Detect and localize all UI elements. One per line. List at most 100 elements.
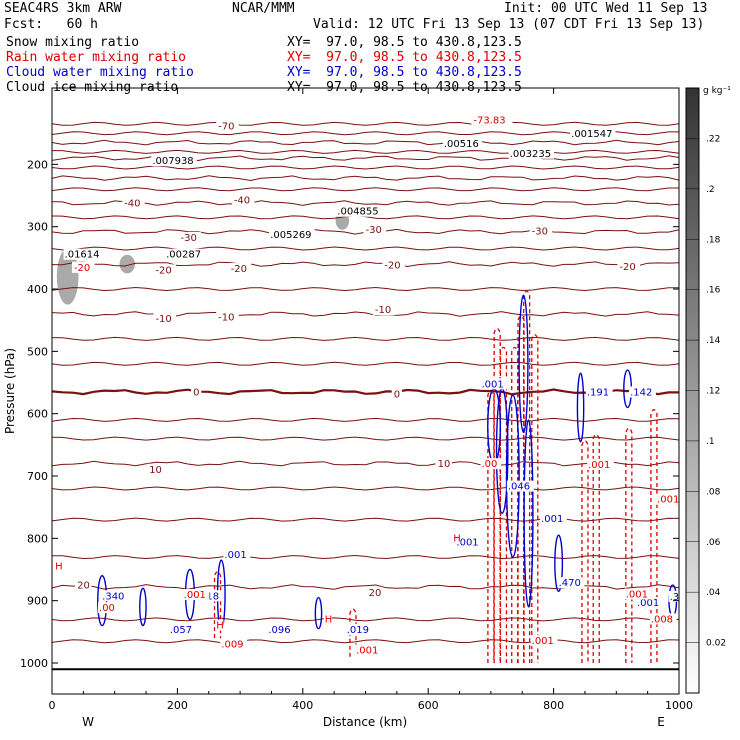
- model-title: SEAC4RS 3km ARW: [4, 1, 122, 16]
- cloud-water-cell-6: [576, 372, 585, 443]
- colorbar: g kg⁻¹ 0.02 .04 .06 .08 .1 .12 .14 .16 .18 .2 .22: [685, 86, 731, 694]
- legend-rain-xy: XY= 97.0, 98.5 to 430.8,123.5: [287, 50, 522, 65]
- init-time: Init: 00 UTC Wed 11 Sep 13: [504, 1, 708, 16]
- isotherm-minor-0: [52, 121, 679, 126]
- isotherm-label-5: -30: [532, 227, 548, 238]
- isotherm-label-9: -20: [619, 262, 635, 273]
- max-label-bg-12: [540, 513, 567, 525]
- y-axis-label: Pressure (hPa): [3, 348, 17, 434]
- isotherm-minor-13: [52, 517, 679, 522]
- x-tick-label-400: 400: [292, 699, 313, 712]
- max-label-bg-1: [442, 137, 483, 149]
- rain-column-11: [213, 571, 222, 639]
- max-label-bg-7: [63, 248, 103, 260]
- colorbar-tick-label-5: .12: [706, 387, 720, 397]
- colorbar-units: g kg⁻¹: [703, 86, 731, 96]
- isotherm-label-3: -30: [181, 233, 197, 244]
- org-label: NCAR/MMM: [232, 1, 295, 16]
- max-label-bg-26: [587, 458, 614, 470]
- max-label-bg-22: [635, 597, 663, 609]
- max-label-35: H: [325, 614, 333, 625]
- isotherm-minor-10: [52, 417, 679, 422]
- direction-west: W: [82, 715, 94, 729]
- valid-time: Valid: 12 UTC Fri 13 Sep 13 (07 CDT Fri …: [313, 17, 705, 32]
- cloud-water-cell-9: [139, 587, 147, 627]
- isotherm-label-16: 10: [438, 459, 451, 470]
- isotherm-label-19: -73.83: [473, 116, 505, 127]
- isotherm-10: [52, 460, 679, 467]
- isotherm-label-bg-10: [153, 312, 177, 324]
- max-label-8: .001: [481, 379, 503, 390]
- x-tick-label-800: 800: [543, 699, 564, 712]
- isotherm-label-0: -70: [218, 121, 234, 132]
- cloud-water-cell-12: [314, 596, 323, 630]
- max-label-23: .009: [221, 639, 243, 650]
- forecast-hour: Fcst: 60 h: [4, 17, 98, 32]
- max-label-bg-24: [355, 644, 382, 656]
- max-label-bg-21: [668, 590, 679, 602]
- max-label-bg-31: [182, 589, 210, 601]
- isotherm-label-11: -10: [218, 313, 234, 324]
- isotherm-label-bg-17: [75, 579, 92, 591]
- max-label-5: .005269: [270, 230, 311, 241]
- max-label-bg-30: [480, 458, 502, 470]
- isotherm-minor-12: [52, 486, 679, 491]
- isotherm-label-2: -40: [234, 196, 250, 207]
- max-label-bg-27: [656, 493, 679, 505]
- colorbar-tick-label-7: .16: [706, 286, 721, 296]
- max-label-4: .004855: [337, 207, 378, 218]
- max-label-12: .001: [541, 514, 563, 525]
- max-label-bg-9: [585, 386, 613, 398]
- isotherm-minor-16: [52, 639, 679, 644]
- max-label-27: .001: [657, 495, 679, 506]
- max-label-18: .096: [268, 625, 290, 636]
- max-label-22: .001: [637, 598, 659, 609]
- x-tick-label-600: 600: [418, 699, 439, 712]
- isotherm-label-bg-16: [435, 458, 453, 470]
- max-label-bg-17: [168, 623, 196, 635]
- cloud-water-cell-4: [523, 419, 534, 608]
- max-label-bg-2: [570, 127, 616, 139]
- isotherm-minor-7: [52, 286, 679, 292]
- direction-east: E: [657, 715, 665, 729]
- isotherm-minor-3: [52, 165, 679, 170]
- x-tick-label-1000: 1000: [665, 699, 693, 712]
- max-label-0: .007938: [152, 156, 193, 167]
- max-label-bg-13: [506, 480, 534, 492]
- rain-column-10: [650, 409, 658, 663]
- isotherm-label-4: -30: [366, 225, 382, 236]
- max-label-bg-20: [455, 536, 483, 548]
- cloud-water-cell-2: [505, 394, 520, 558]
- isotherm-label-bg-5: [529, 225, 553, 237]
- max-label-11: .001: [224, 550, 246, 561]
- isotherm-label-bg-7: [228, 263, 252, 275]
- isotherm-label-bg-1: [122, 197, 145, 209]
- cloud-water-cell-5: [554, 534, 564, 593]
- max-label-bg-35: [323, 613, 332, 625]
- max-label-13: .046: [508, 482, 530, 493]
- max-label-15: .340: [102, 591, 124, 602]
- max-label-bg-33: [54, 560, 63, 572]
- x-axis-label: Distance (km): [323, 715, 407, 729]
- y-tick-label-1000: 1000: [20, 657, 48, 670]
- max-label-bg-5: [269, 228, 315, 240]
- x-tick-label-200: 200: [167, 699, 188, 712]
- isotherm-minor-15: [52, 617, 679, 622]
- legend-rain-label: Rain water mixing ratio: [6, 50, 187, 65]
- isotherm-label-bg-19: [471, 114, 513, 126]
- max-label-17: .057: [170, 625, 192, 636]
- max-label-bg-15: [101, 590, 128, 602]
- colorbar-tick-label-8: .18: [706, 235, 721, 245]
- max-label-bg-34: [452, 532, 461, 544]
- isotherm--60: [52, 155, 679, 162]
- max-label-bg-25: [530, 635, 558, 647]
- isotherm-label-bg-2: [231, 194, 255, 206]
- isotherm-label-15: 10: [149, 465, 162, 476]
- max-label-25: .001: [532, 636, 554, 647]
- max-label-bg-8: [480, 378, 508, 390]
- max-label-bg-14: [557, 577, 585, 589]
- rain-column-0: [487, 390, 495, 663]
- isotherm-label-20: -20: [74, 263, 90, 274]
- rain-column-8: [592, 433, 600, 663]
- max-label-32: .00: [99, 603, 115, 614]
